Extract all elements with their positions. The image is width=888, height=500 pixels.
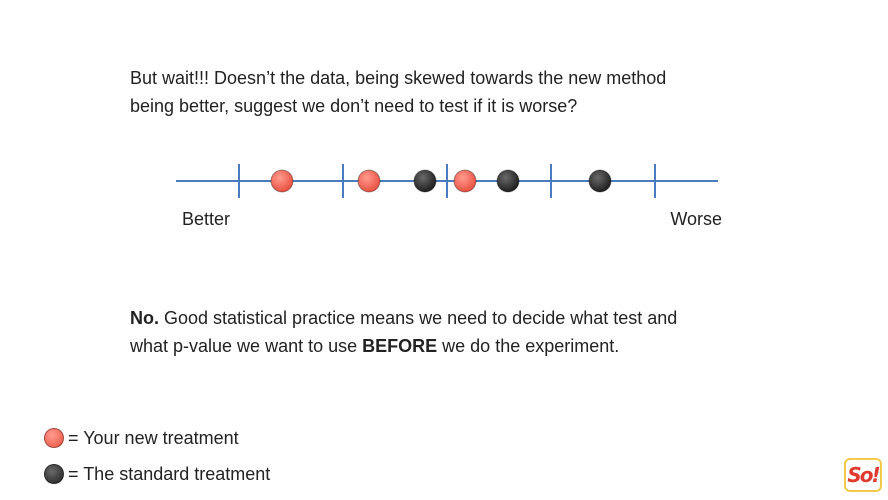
new-treatment-point [270,169,294,193]
red-dot-icon [44,428,64,448]
answer-line-2-end: we do the experiment. [437,336,620,356]
answer-text: No. Good statistical practice means we n… [130,304,810,360]
answer-line-2: what p-value we want to use BEFORE we do… [130,332,810,360]
black-dot-icon [44,464,64,484]
label-worse: Worse [670,209,722,229]
answer-lead: No. [130,308,159,328]
answer-line-2-start: what p-value we want to use [130,336,363,356]
data-points [270,169,612,193]
channel-logo-icon: So! [844,458,882,492]
question-text: But wait!!! Doesn’t the data, being skew… [130,64,790,120]
logo-mark: So! [847,463,880,487]
axis-ticks [238,164,656,198]
standard-treatment-point [413,169,437,193]
answer-line-1: No. Good statistical practice means we n… [130,304,810,332]
new-treatment-point [357,169,381,193]
number-line-diagram: Better Worse [176,164,722,229]
standard-treatment-point [588,169,612,193]
legend-new-label: = Your new treatment [68,428,239,448]
answer-line-1-rest: Good statistical practice means we need … [159,308,678,328]
label-better: Better [182,209,230,229]
legend-standard-label: = The standard treatment [68,464,271,484]
question-line-1: But wait!!! Doesn’t the data, being skew… [130,68,667,88]
legend-new-treatment: = Your new treatment [44,426,239,450]
question-line-2: being better, suggest we don’t need to t… [130,96,578,116]
legend-standard-treatment: = The standard treatment [44,462,270,486]
standard-treatment-point [496,169,520,193]
new-treatment-point [453,169,477,193]
answer-emphasis: BEFORE [362,336,438,356]
